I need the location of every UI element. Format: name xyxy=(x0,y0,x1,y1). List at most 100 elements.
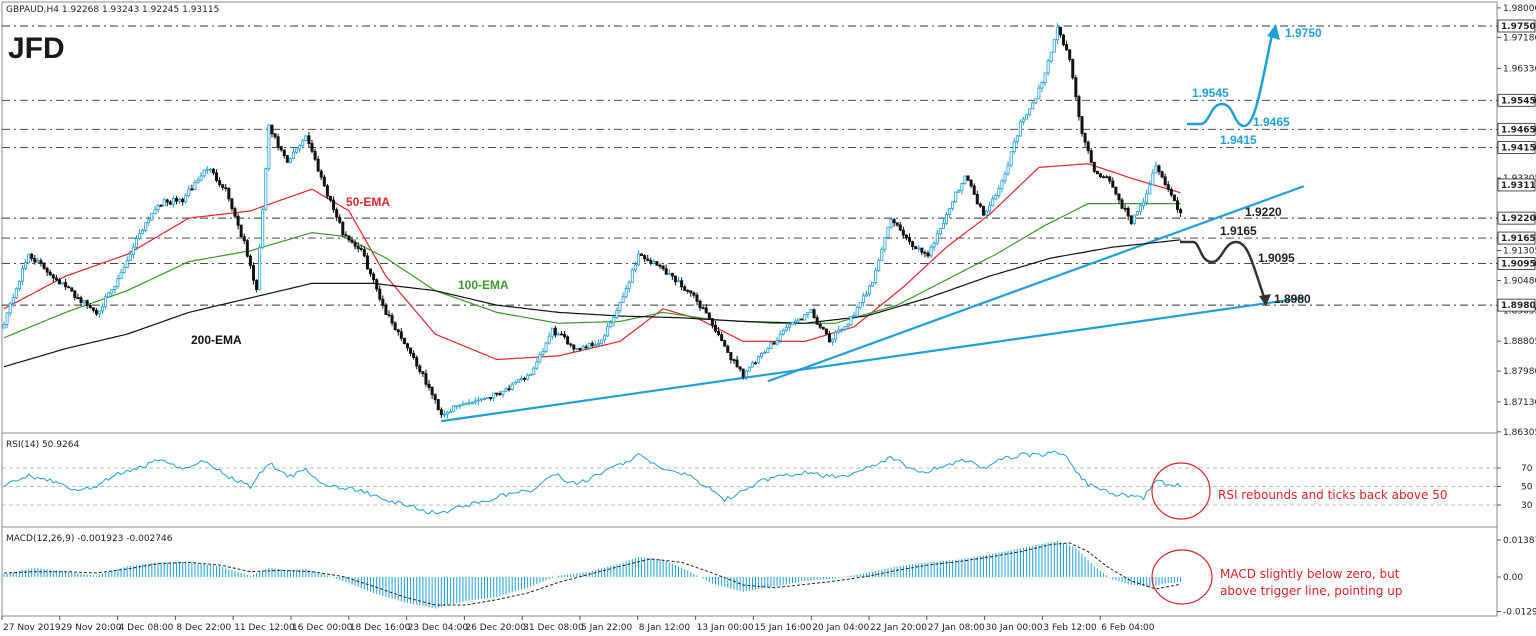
candle-body xyxy=(54,277,58,281)
price-tick-label: 1.86305 xyxy=(1503,428,1536,438)
candle-body xyxy=(479,398,483,401)
rsi-circle xyxy=(1151,462,1211,520)
candle-body xyxy=(1111,180,1115,188)
macd-tick-label: 0.00 xyxy=(1503,573,1523,583)
candle-body xyxy=(824,328,828,335)
candle-body xyxy=(544,342,548,352)
candle-body xyxy=(575,347,579,350)
candle-body xyxy=(5,312,9,325)
candle-body xyxy=(901,229,905,236)
candle-body xyxy=(375,279,379,290)
candle-body xyxy=(852,314,856,318)
candle-body xyxy=(710,318,714,326)
candle-body xyxy=(960,183,964,192)
candle-body xyxy=(566,336,570,345)
candle-body xyxy=(621,296,625,303)
candle-body xyxy=(70,287,74,292)
logo-text: JFD xyxy=(8,32,65,65)
candle-body xyxy=(184,195,188,203)
candle-body xyxy=(79,297,83,303)
candle-body xyxy=(76,297,80,300)
candle-body xyxy=(1046,60,1050,74)
price-tick-label: 1.88805 xyxy=(1503,337,1536,347)
candle-body xyxy=(680,280,684,288)
level-1-9545: 1.9545 xyxy=(1192,86,1229,100)
candle-body xyxy=(917,247,921,250)
candle-body xyxy=(393,322,397,331)
candle-body xyxy=(695,294,699,302)
candle-body xyxy=(846,324,850,328)
candle-body xyxy=(898,224,902,231)
candle-body xyxy=(686,290,690,292)
candle-body xyxy=(1102,176,1106,179)
candle-body xyxy=(436,399,440,411)
candle-body xyxy=(587,342,591,349)
candle-body xyxy=(596,342,600,346)
candles xyxy=(2,23,1183,419)
candle-body xyxy=(559,333,563,336)
candle-body xyxy=(1049,51,1053,62)
candle-body xyxy=(372,273,376,281)
candle-body xyxy=(347,235,351,241)
macd-note-line2: above trigger line, pointing up xyxy=(1220,584,1402,598)
price-label-box xyxy=(1497,141,1536,154)
candle-body xyxy=(239,224,243,238)
candle-body xyxy=(874,270,878,283)
bear-scenario-path xyxy=(1180,240,1267,301)
candle-body xyxy=(282,149,286,156)
candle-body xyxy=(1160,171,1164,178)
candle-body xyxy=(677,280,681,283)
price-tick-label: 1.87980 xyxy=(1503,367,1536,377)
candle-body xyxy=(963,175,967,185)
candle-body xyxy=(769,342,773,350)
candle-body xyxy=(304,135,308,141)
candle-body xyxy=(932,242,936,248)
candle-body xyxy=(1139,205,1143,213)
candle-body xyxy=(667,273,671,275)
candle-body xyxy=(110,289,114,294)
candle-body xyxy=(1083,133,1087,143)
candle-body xyxy=(171,198,175,205)
price-label-box xyxy=(1497,178,1536,192)
time-tick-label: 18 Dec 16:00 xyxy=(350,623,411,633)
candle-body xyxy=(1071,59,1075,79)
candle-body xyxy=(1092,161,1096,172)
candle-body xyxy=(1175,200,1179,210)
candle-body xyxy=(39,260,43,264)
candle-body xyxy=(754,362,758,365)
time-tick-label: 30 Jan 00:00 xyxy=(986,623,1043,633)
candle-body xyxy=(988,205,992,212)
candle-body xyxy=(369,268,373,275)
candle-body xyxy=(316,158,320,172)
time-tick-label: 11 Dec 12:00 xyxy=(234,623,295,633)
candle-body xyxy=(501,390,505,395)
candle-body xyxy=(926,252,930,257)
candle-body xyxy=(328,195,332,201)
candle-body xyxy=(1043,72,1047,83)
candle-body xyxy=(325,185,329,197)
candle-body xyxy=(941,222,945,229)
candle-body xyxy=(744,370,748,378)
candle-body xyxy=(211,168,215,174)
candle-body xyxy=(673,275,677,283)
candle-body xyxy=(486,397,490,399)
candle-body xyxy=(954,191,958,203)
price-label-text: 1.90950 xyxy=(1501,259,1536,269)
time-tick-label: 27 Nov 2019 xyxy=(3,623,61,633)
candle-body xyxy=(861,295,865,303)
candle-body xyxy=(433,394,437,400)
candle-body xyxy=(649,260,653,264)
candle-body xyxy=(720,334,724,341)
candle-body xyxy=(590,342,594,346)
candle-body xyxy=(550,327,554,337)
candle-body xyxy=(147,219,151,224)
rsi-tick-label: 50 xyxy=(1521,483,1533,493)
candle-body xyxy=(858,302,862,308)
candle-body xyxy=(763,352,767,354)
candle-body xyxy=(871,281,875,287)
candle-body xyxy=(30,253,34,259)
price-label-text: 1.89800 xyxy=(1501,301,1536,311)
candle-body xyxy=(1114,186,1118,195)
price-tick-label: 1.90480 xyxy=(1503,276,1536,286)
candle-body xyxy=(1052,39,1056,53)
